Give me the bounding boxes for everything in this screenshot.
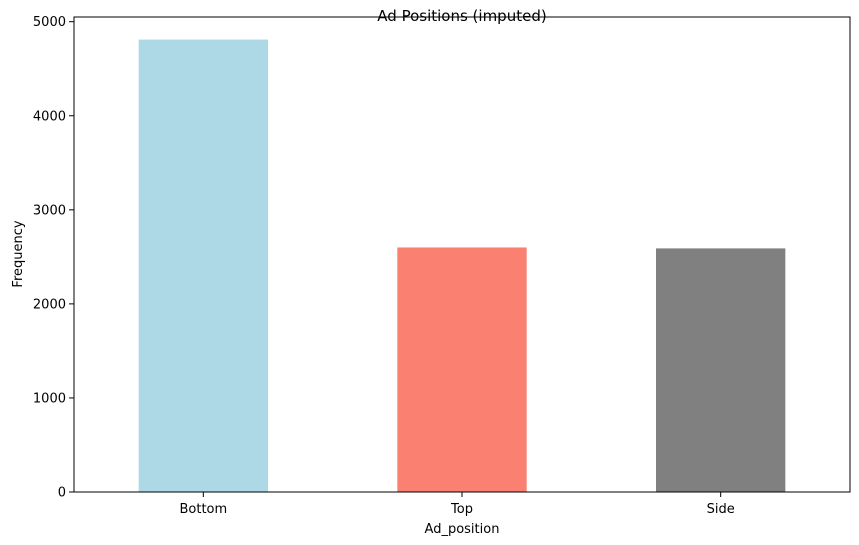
y-tick-label: 2000: [33, 297, 66, 312]
x-axis: Bottom Top Side: [179, 492, 735, 517]
y-axis: 0 1000 2000 3000 4000 5000: [33, 15, 74, 501]
y-axis-label: Frequency: [11, 220, 26, 287]
y-tick-label: 3000: [33, 203, 66, 218]
bar-top: [397, 247, 527, 492]
chart-title: Ad Positions (imputed): [377, 7, 546, 25]
bar-side: [656, 248, 786, 492]
y-tick-label: 5000: [33, 15, 66, 30]
y-tick-label: 4000: [33, 109, 66, 124]
bars-layer: [138, 39, 786, 493]
y-tick-label: 1000: [33, 391, 66, 406]
x-tick-label: Top: [450, 502, 473, 517]
x-axis-label: Ad_position: [425, 522, 500, 537]
y-tick-label: 0: [58, 486, 66, 501]
bar-bottom: [138, 39, 268, 493]
x-tick-label: Side: [707, 502, 735, 517]
x-tick-label: Bottom: [179, 502, 227, 517]
